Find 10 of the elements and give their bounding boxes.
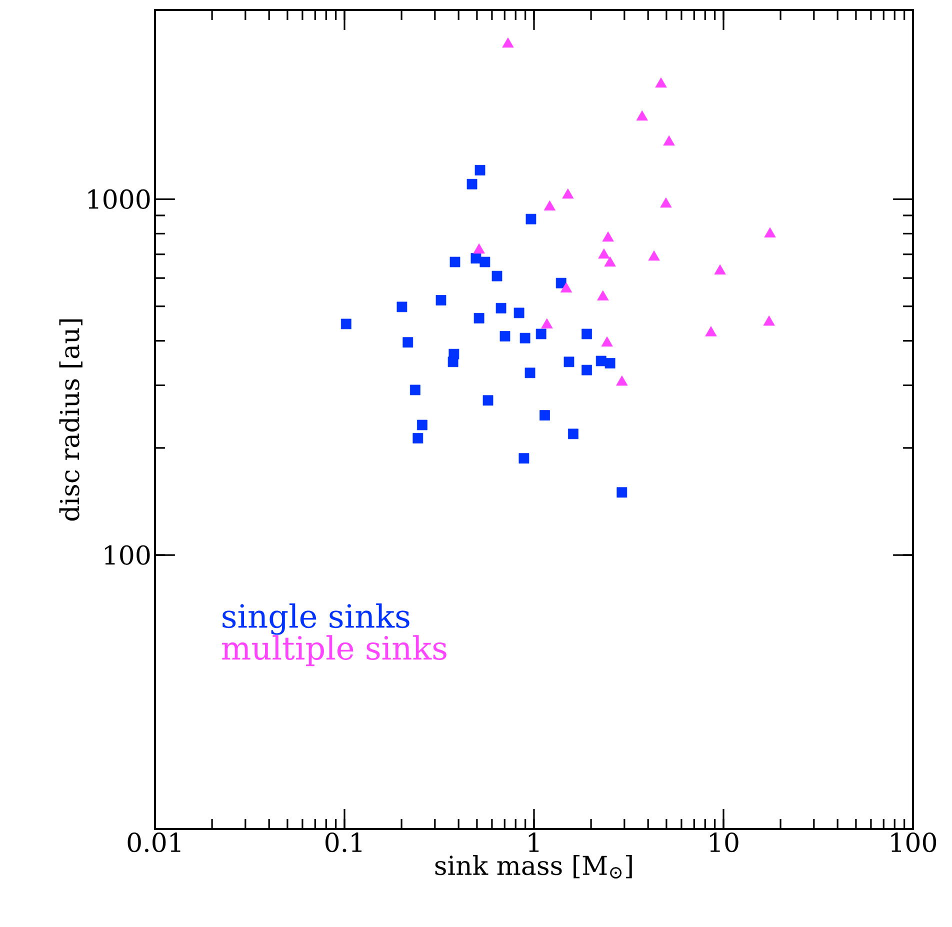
text: multiple sinks xyxy=(222,635,446,666)
text: single sinks xyxy=(222,603,410,635)
x-axis-title: sink mass [M$_{⊙}$] xyxy=(435,855,632,879)
x-tick-label: 0.1 xyxy=(326,832,362,852)
x-tick-label: 10 xyxy=(710,832,738,852)
y-axis-title: disc radius [au] xyxy=(59,319,82,521)
x-tick-label: 1 xyxy=(528,832,539,852)
x-tick-label: 100 xyxy=(891,832,936,852)
y-tick-label: 1000 xyxy=(88,189,150,209)
x-tick-label: 0.01 xyxy=(128,832,180,852)
